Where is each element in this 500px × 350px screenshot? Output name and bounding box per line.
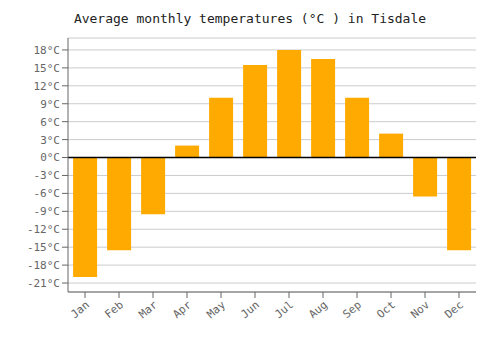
svg-text:Apr: Apr <box>170 298 194 321</box>
svg-text:Jan: Jan <box>68 298 92 321</box>
svg-text:Jul: Jul <box>272 298 296 321</box>
svg-text:9°C: 9°C <box>40 98 60 111</box>
svg-text:15°C: 15°C <box>34 62 61 75</box>
svg-text:0°C: 0°C <box>40 151 60 164</box>
svg-text:Dec: Dec <box>442 298 466 321</box>
svg-text:3°C: 3°C <box>40 134 60 147</box>
svg-text:-12°C: -12°C <box>27 223 60 236</box>
svg-text:-6°C: -6°C <box>34 187 61 200</box>
svg-text:Sep: Sep <box>340 298 364 321</box>
svg-text:Mar: Mar <box>136 298 160 321</box>
svg-text:May: May <box>204 298 228 321</box>
svg-text:-21°C: -21°C <box>27 277 60 290</box>
svg-text:6°C: 6°C <box>40 116 60 129</box>
svg-text:Feb: Feb <box>102 298 126 321</box>
svg-text:Aug: Aug <box>306 298 330 321</box>
svg-text:18°C: 18°C <box>34 44 61 57</box>
svg-text:-18°C: -18°C <box>27 259 60 272</box>
svg-text:-15°C: -15°C <box>27 241 60 254</box>
svg-text:-3°C: -3°C <box>34 169 61 182</box>
svg-text:Jun: Jun <box>238 298 262 321</box>
html-text:Average monthly temperatures (: Average monthly temperatures (°C ) in Ti… <box>73 11 427 26</box>
svg-text:Nov: Nov <box>408 298 432 321</box>
svg-text:Oct: Oct <box>374 298 398 321</box>
svg-text:-9°C: -9°C <box>34 205 61 218</box>
svg-text:12°C: 12°C <box>34 80 61 93</box>
